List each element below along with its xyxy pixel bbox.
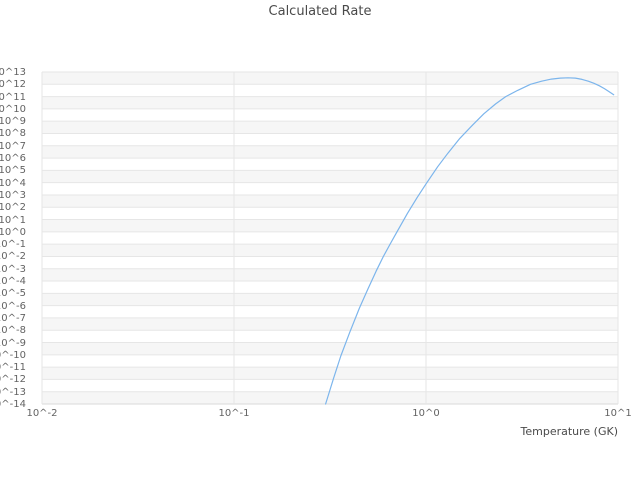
y-tick-label: 10^-1: [0, 239, 26, 251]
y-tick-label: 10^-6: [0, 300, 26, 312]
y-tick-label: 10^-7: [0, 312, 26, 324]
grid-band: [42, 391, 618, 404]
y-tick-label: 10^6: [0, 153, 26, 165]
y-tick-label: 10^11: [0, 91, 26, 103]
grid-band: [42, 170, 618, 183]
y-tick-label: 10^-5: [0, 288, 26, 300]
y-tick-label: 10^3: [0, 189, 26, 201]
y-tick-label: 10^-9: [0, 337, 26, 349]
grid-band: [42, 121, 618, 134]
y-tick-label: 10^7: [0, 140, 26, 152]
y-tick-label: 10^1: [0, 214, 26, 226]
y-tick-label: 10^10: [0, 103, 26, 115]
grid-band: [42, 317, 618, 331]
grid-band: [42, 72, 618, 85]
x-tick-label: 10^-1: [218, 408, 250, 419]
y-tick-label: 10^8: [0, 128, 26, 140]
grid-band: [42, 96, 618, 109]
y-tick-label: 10^-2: [0, 251, 26, 263]
grid-band: [42, 244, 618, 257]
grid-band: [42, 194, 618, 208]
y-tick-label: 10^5: [0, 165, 26, 177]
x-tick-label: 10^0: [412, 408, 440, 419]
y-tick-label: 10^-4: [0, 276, 26, 288]
y-tick-label: 10^-3: [0, 263, 26, 275]
grid-band: [42, 219, 618, 232]
chart-title: Calculated Rate: [268, 4, 372, 19]
x-tick-label: 10^1: [604, 408, 632, 419]
y-tick-label: 10^9: [0, 116, 26, 128]
y-tick-label: 10^4: [0, 177, 26, 189]
y-tick-label: 10^-12: [0, 374, 26, 386]
y-tick-label: 10^0: [0, 226, 26, 238]
y-tick-label: 10^-11: [0, 362, 26, 374]
grid-band: [42, 367, 618, 380]
y-tick-label: 10^2: [0, 202, 26, 214]
rate-line: [325, 77, 615, 405]
y-tick-label: 10^13: [0, 67, 26, 78]
grid-band: [42, 268, 618, 282]
x-axis-title: Temperature (GK): [520, 425, 619, 438]
grid-band: [42, 145, 618, 159]
grid-band: [42, 342, 618, 355]
grid-band: [42, 293, 618, 306]
y-tick-label: 10^-14: [0, 399, 26, 410]
y-tick-label: 10^-13: [0, 386, 26, 398]
y-tick-label: 10^-10: [0, 349, 26, 361]
y-tick-label: 10^12: [0, 79, 26, 91]
x-tick-label: 10^-2: [26, 408, 58, 419]
y-tick-label: 10^-8: [0, 325, 26, 337]
